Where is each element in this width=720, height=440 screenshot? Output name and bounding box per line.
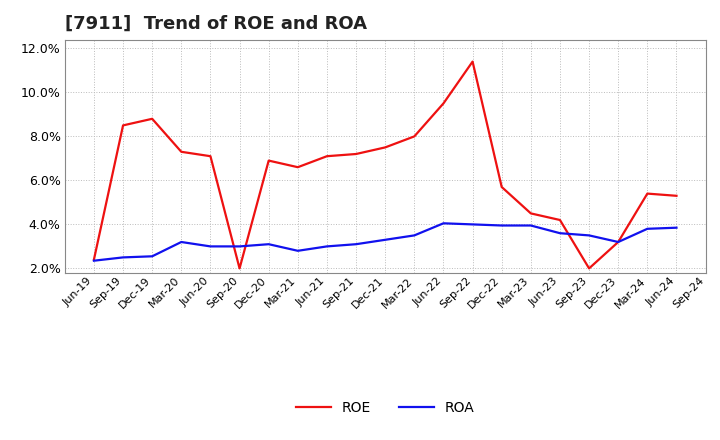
ROE [323,154,331,159]
ROA [206,244,215,249]
ROE [148,116,156,121]
ROA [556,231,564,236]
ROA [410,233,418,238]
ROA [585,233,593,238]
ROA [352,242,361,247]
ROE [352,151,361,157]
ROE [264,158,273,163]
ROE [177,149,186,154]
ROA [614,239,623,245]
ROE [498,184,506,190]
ROA [468,222,477,227]
ROE [672,193,681,198]
ROA [235,244,244,249]
ROA [264,242,273,247]
ROE [206,154,215,159]
Text: [7911]  Trend of ROE and ROA: [7911] Trend of ROE and ROA [65,15,366,33]
ROA [672,225,681,231]
ROA [381,237,390,242]
ROE [439,101,448,106]
ROE [614,239,623,245]
ROE [643,191,652,196]
ROE [410,134,418,139]
ROA [526,223,535,228]
ROA [294,248,302,253]
ROE [381,145,390,150]
ROE [585,266,593,271]
Line: ROE: ROE [94,62,677,268]
ROA [498,223,506,228]
ROE [526,211,535,216]
ROA [439,221,448,226]
ROA [89,258,98,263]
ROE [89,257,98,262]
ROA [119,255,127,260]
Legend: ROE, ROA: ROE, ROA [296,401,474,415]
ROA [177,239,186,245]
ROA [148,253,156,259]
ROE [294,165,302,170]
ROA [323,244,331,249]
ROE [235,266,244,271]
ROE [556,217,564,223]
ROE [468,59,477,64]
ROE [119,123,127,128]
ROA [643,226,652,231]
Line: ROA: ROA [94,224,677,260]
